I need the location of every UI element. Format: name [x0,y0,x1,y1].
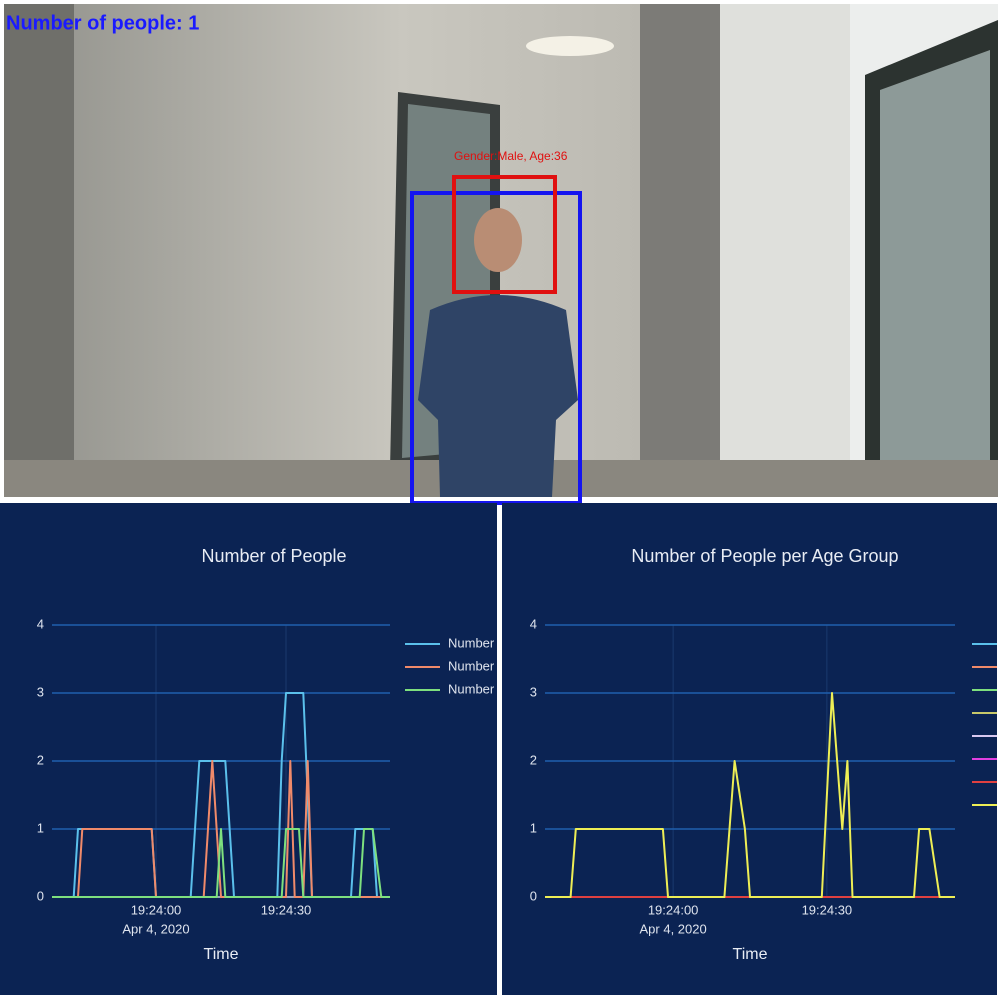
line-series [52,760,390,898]
ceiling-pipe [640,4,720,497]
chart: Number of People 19:24:00 Apr 4, 2020 19:24… [37,546,495,963]
head [474,208,522,272]
y-tick-label: 3 [530,684,537,699]
x-date-label: Apr 4, 2020 [640,921,707,936]
white-wall [720,4,850,497]
chart-title: Number of People [201,546,346,566]
x-tick-label: 19:24:00 [648,902,699,917]
y-tick-label: 2 [530,752,537,767]
line-series [52,828,390,898]
x-axis-title: Time [204,946,239,963]
y-tick-label: 4 [530,616,537,631]
chart: Number of People per Age Group 19:24:00 Ap… [530,546,997,963]
wall-edge [4,4,74,497]
x-tick-label: 19:24:00 [131,902,182,917]
x-axis-title: Time [733,946,768,963]
face-label: Gender:Male, Age:36 [454,149,568,163]
y-tick-label: 0 [37,888,44,903]
people-count: Number of people: 1 [6,12,199,34]
y-tick-label: 1 [530,820,537,835]
y-tick-label: 2 [37,752,44,767]
chart-panel [502,503,997,995]
legend-label: Number [448,681,495,696]
glass-pane [880,50,990,497]
x-tick-label: 19:24:30 [261,902,312,917]
y-tick-label: 0 [530,888,537,903]
chart-panel [0,503,497,995]
line-series [545,692,955,898]
y-tick-label: 4 [37,616,44,631]
face-box [452,175,557,294]
legend-label: Number [448,658,495,673]
person [418,295,578,497]
y-tick-label: 1 [37,820,44,835]
lamp [526,36,614,56]
y-tick-label: 3 [37,684,44,699]
chart-title: Number of People per Age Group [631,546,898,566]
legend-label: Number [448,635,495,650]
x-tick-label: 19:24:30 [802,902,853,917]
x-date-label: Apr 4, 2020 [122,921,189,936]
camera-frame: Number of people: 1 Gender:Male, Age:36 [4,4,998,505]
